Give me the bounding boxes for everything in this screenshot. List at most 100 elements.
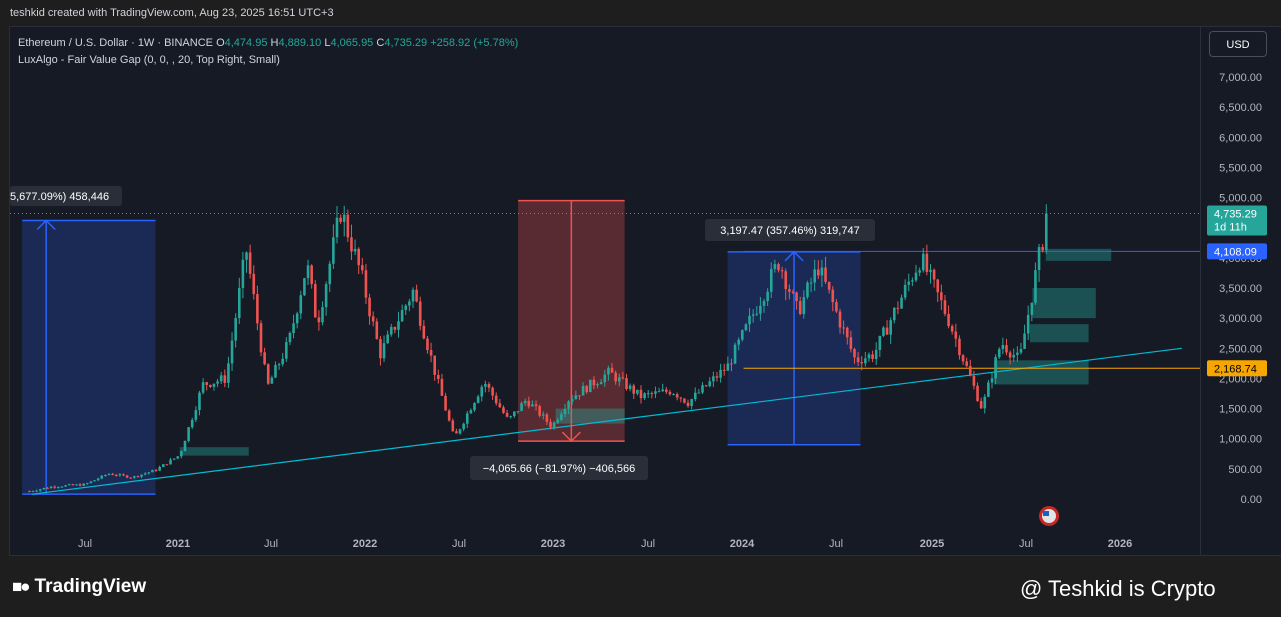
candle-body [878,335,882,350]
footer-bar [0,556,1281,617]
candle-body [845,327,849,338]
candle-body [31,491,35,493]
candle-body [165,464,169,466]
candle-body [209,384,212,387]
candle-body [379,338,382,359]
candle-body [697,392,701,394]
candle-body [1023,333,1026,349]
candle-body [777,264,780,271]
candle-body [93,480,96,482]
candle-body [552,422,556,428]
candle-body [643,393,646,399]
candle-body [853,349,856,358]
candle-body [321,307,324,323]
us-flag-event-icon [1039,506,1059,526]
candle-body [342,214,346,222]
candle-body [766,291,769,302]
candle-body [256,294,259,324]
candle-body [375,321,379,339]
symbol-name[interactable]: Ethereum / U.S. Dollar · 1W · BINANCE [18,37,213,49]
candle-body [241,259,245,288]
candle-body [581,385,585,396]
time-tick-label: Jul [641,538,655,550]
candle-body [972,375,976,386]
time-tick-label: Jul [829,538,843,550]
candle-body [194,410,198,420]
candle-body [122,474,125,476]
candle-body [1001,345,1005,350]
candle-body [353,248,357,252]
candle-body [346,214,350,238]
time-tick-label: Jul [78,538,92,550]
candle-body [89,481,93,484]
candle-body [516,411,520,413]
candle-body [538,406,541,416]
candle-body [274,365,277,378]
candle-body [212,383,216,387]
candle-body [277,364,281,366]
time-tick-label: 2024 [730,538,755,550]
candle-body [907,281,911,285]
candle-body [1005,345,1008,353]
time-tick-label: 2023 [541,538,565,550]
candle-body [950,326,954,332]
candle-body [885,327,889,335]
price-tick-label: 1,000.00 [1219,434,1262,446]
currency-button[interactable]: USD [1209,31,1267,57]
candle-body [339,217,342,222]
candle-body [422,325,426,339]
candle-body [411,289,415,302]
candle-body [527,400,531,407]
candle-body [954,331,958,339]
candle-body [1026,314,1030,334]
candle-body [172,458,176,460]
candle-body [574,395,578,400]
candle-body [107,473,111,475]
time-tick-label: 2025 [920,538,944,550]
candle-body [433,355,437,375]
candle-body [455,431,458,434]
tradingview-logo-text: TradingView [34,576,147,597]
tradingview-logo[interactable]: ■● TradingView [12,576,146,598]
time-tick-label: Jul [1019,538,1033,550]
candle-body [1034,270,1037,303]
candle-body [219,375,223,382]
candle-body [1019,348,1023,353]
candle-body [523,400,527,404]
candle-body [661,389,664,392]
candle-body [201,382,205,393]
indicator-legend[interactable]: LuxAlgo - Fair Value Gap (0, 0, , 20, To… [18,54,280,66]
candle-body [465,413,469,424]
candle-body [968,365,972,376]
candle-body [867,354,871,359]
candle-body [625,378,628,389]
candle-body [259,323,263,353]
candle-body [513,411,516,417]
top-caption-bar: teshkid created with TradingView.com, Au… [0,0,1281,26]
price-scale[interactable] [1201,26,1281,556]
candle-body [75,484,78,486]
low-label: L [324,37,331,49]
candle-body [838,311,842,328]
current-price-label: 4,735.29 [1214,209,1257,221]
candle-body [400,309,404,322]
candle-body [929,269,932,272]
candle-body [328,263,332,285]
candle-body [961,355,965,362]
watermark-text: @ Teshkid is Crypto [1020,576,1216,601]
candle-body [335,217,339,238]
candle-body [741,330,744,340]
candle-body [306,265,310,279]
candle-body [444,395,447,411]
price-tick-label: 7,000.00 [1219,72,1262,84]
candle-body [990,378,994,383]
candle-body [675,394,679,398]
candle-body [871,354,874,359]
price-tick-label: 5,000.00 [1219,193,1262,205]
candle-body [1008,352,1012,358]
candle-body [817,269,820,276]
close-value: 4,735.29 [384,37,428,49]
candle-body [690,399,693,407]
candle-body [589,379,592,393]
candle-body [28,491,31,493]
